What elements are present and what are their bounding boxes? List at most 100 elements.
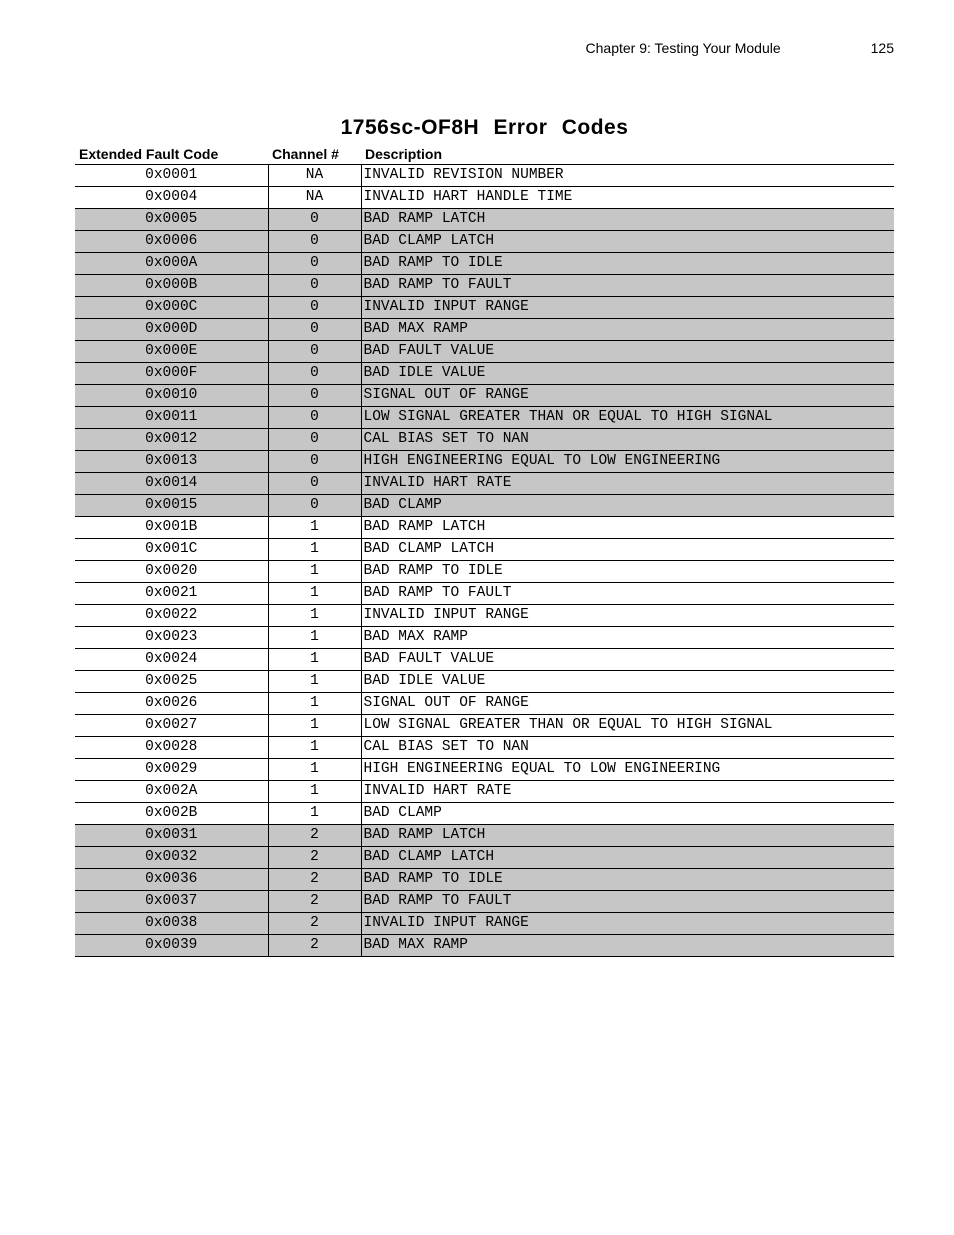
cell-fault-code: 0x000C [75, 297, 268, 319]
cell-description: SIGNAL OUT OF RANGE [361, 693, 894, 715]
table-row: 0x00271LOW SIGNAL GREATER THAN OR EQUAL … [75, 715, 894, 737]
page: Chapter 9: Testing Your Module 125 1756s… [0, 0, 954, 997]
cell-description: BAD CLAMP [361, 495, 894, 517]
cell-description: INVALID HART RATE [361, 781, 894, 803]
error-codes-table: Extended Fault Code Channel # Descriptio… [75, 144, 894, 957]
cell-description: HIGH ENGINEERING EQUAL TO LOW ENGINEERIN… [361, 759, 894, 781]
table-row: 0x00221INVALID INPUT RANGE [75, 605, 894, 627]
cell-description: INVALID INPUT RANGE [361, 297, 894, 319]
cell-channel: 0 [268, 341, 361, 363]
cell-channel: 2 [268, 847, 361, 869]
cell-fault-code: 0x000F [75, 363, 268, 385]
cell-channel: 0 [268, 429, 361, 451]
cell-channel: 2 [268, 891, 361, 913]
cell-fault-code: 0x0025 [75, 671, 268, 693]
cell-fault-code: 0x0022 [75, 605, 268, 627]
cell-description: BAD IDLE VALUE [361, 363, 894, 385]
cell-channel: 1 [268, 539, 361, 561]
cell-description: HIGH ENGINEERING EQUAL TO LOW ENGINEERIN… [361, 451, 894, 473]
cell-fault-code: 0x0023 [75, 627, 268, 649]
cell-description: SIGNAL OUT OF RANGE [361, 385, 894, 407]
table-row: 0x00201BAD RAMP TO IDLE [75, 561, 894, 583]
cell-channel: 1 [268, 649, 361, 671]
table-row: 0x0004NAINVALID HART HANDLE TIME [75, 187, 894, 209]
table-row: 0x002B1BAD CLAMP [75, 803, 894, 825]
cell-channel: 1 [268, 561, 361, 583]
cell-description: BAD RAMP TO FAULT [361, 275, 894, 297]
table-row: 0x00281CAL BIAS SET TO NAN [75, 737, 894, 759]
cell-description: INVALID HART RATE [361, 473, 894, 495]
cell-fault-code: 0x000B [75, 275, 268, 297]
table-row: 0x00382INVALID INPUT RANGE [75, 913, 894, 935]
table-row: 0x000B0BAD RAMP TO FAULT [75, 275, 894, 297]
cell-fault-code: 0x002B [75, 803, 268, 825]
table-row: 0x00261SIGNAL OUT OF RANGE [75, 693, 894, 715]
cell-fault-code: 0x000E [75, 341, 268, 363]
page-header: Chapter 9: Testing Your Module 125 [75, 40, 894, 56]
table-body: 0x0001NAINVALID REVISION NUMBER0x0004NAI… [75, 165, 894, 957]
cell-channel: 0 [268, 297, 361, 319]
table-row: 0x00241BAD FAULT VALUE [75, 649, 894, 671]
cell-description: BAD CLAMP LATCH [361, 539, 894, 561]
table-row: 0x000F0BAD IDLE VALUE [75, 363, 894, 385]
cell-fault-code: 0x000A [75, 253, 268, 275]
table-row: 0x0001NAINVALID REVISION NUMBER [75, 165, 894, 187]
cell-description: CAL BIAS SET TO NAN [361, 737, 894, 759]
table-row: 0x00060BAD CLAMP LATCH [75, 231, 894, 253]
cell-fault-code: 0x0037 [75, 891, 268, 913]
table-row: 0x00050BAD RAMP LATCH [75, 209, 894, 231]
cell-description: INVALID INPUT RANGE [361, 913, 894, 935]
cell-fault-code: 0x0021 [75, 583, 268, 605]
cell-channel: 0 [268, 253, 361, 275]
table-row: 0x00130HIGH ENGINEERING EQUAL TO LOW ENG… [75, 451, 894, 473]
cell-channel: 2 [268, 825, 361, 847]
cell-fault-code: 0x0031 [75, 825, 268, 847]
cell-description: BAD IDLE VALUE [361, 671, 894, 693]
cell-channel: 0 [268, 451, 361, 473]
cell-fault-code: 0x0026 [75, 693, 268, 715]
table-row: 0x000A0BAD RAMP TO IDLE [75, 253, 894, 275]
cell-fault-code: 0x0014 [75, 473, 268, 495]
cell-channel: 0 [268, 473, 361, 495]
table-row: 0x00251BAD IDLE VALUE [75, 671, 894, 693]
cell-channel: 1 [268, 759, 361, 781]
cell-description: BAD MAX RAMP [361, 627, 894, 649]
table-row: 0x00140INVALID HART RATE [75, 473, 894, 495]
table-row: 0x000E0BAD FAULT VALUE [75, 341, 894, 363]
cell-channel: NA [268, 165, 361, 187]
cell-channel: 1 [268, 627, 361, 649]
cell-fault-code: 0x0004 [75, 187, 268, 209]
cell-channel: 0 [268, 275, 361, 297]
cell-description: BAD CLAMP LATCH [361, 847, 894, 869]
cell-channel: 0 [268, 385, 361, 407]
table-row: 0x00120CAL BIAS SET TO NAN [75, 429, 894, 451]
cell-fault-code: 0x0013 [75, 451, 268, 473]
cell-description: BAD RAMP LATCH [361, 825, 894, 847]
cell-description: INVALID REVISION NUMBER [361, 165, 894, 187]
table-row: 0x000C0INVALID INPUT RANGE [75, 297, 894, 319]
cell-description: INVALID INPUT RANGE [361, 605, 894, 627]
cell-fault-code: 0x0027 [75, 715, 268, 737]
cell-fault-code: 0x0029 [75, 759, 268, 781]
cell-description: BAD FAULT VALUE [361, 341, 894, 363]
cell-channel: 2 [268, 913, 361, 935]
cell-description: BAD CLAMP [361, 803, 894, 825]
cell-fault-code: 0x001B [75, 517, 268, 539]
cell-fault-code: 0x0036 [75, 869, 268, 891]
cell-channel: 0 [268, 407, 361, 429]
cell-description: LOW SIGNAL GREATER THAN OR EQUAL TO HIGH… [361, 715, 894, 737]
cell-description: BAD FAULT VALUE [361, 649, 894, 671]
cell-channel: 1 [268, 605, 361, 627]
table-row: 0x00211BAD RAMP TO FAULT [75, 583, 894, 605]
cell-fault-code: 0x0015 [75, 495, 268, 517]
table-row: 0x00110LOW SIGNAL GREATER THAN OR EQUAL … [75, 407, 894, 429]
table-title: 1756sc-OF8H Error Codes [75, 116, 894, 140]
cell-fault-code: 0x0006 [75, 231, 268, 253]
table-row: 0x00372BAD RAMP TO FAULT [75, 891, 894, 913]
cell-description: BAD RAMP LATCH [361, 517, 894, 539]
cell-fault-code: 0x0012 [75, 429, 268, 451]
cell-channel: 1 [268, 803, 361, 825]
table-row: 0x00362BAD RAMP TO IDLE [75, 869, 894, 891]
cell-description: BAD RAMP TO FAULT [361, 891, 894, 913]
cell-channel: 1 [268, 737, 361, 759]
